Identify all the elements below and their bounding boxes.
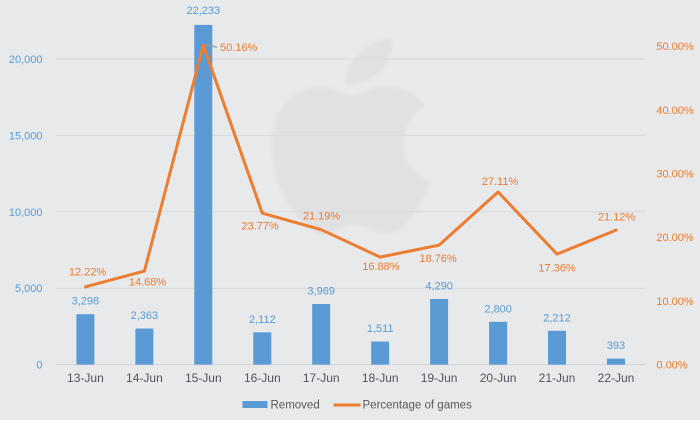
svg-text:22,233: 22,233 — [186, 5, 220, 17]
svg-text:12.22%: 12.22% — [69, 267, 107, 279]
svg-text:Removed: Removed — [271, 400, 320, 412]
svg-text:3,298: 3,298 — [72, 296, 100, 308]
svg-text:10,000: 10,000 — [9, 207, 43, 219]
svg-text:14.68%: 14.68% — [129, 277, 167, 289]
svg-text:5,000: 5,000 — [15, 283, 43, 295]
svg-text:20,000: 20,000 — [9, 54, 43, 66]
svg-text:13-Jun: 13-Jun — [67, 371, 104, 385]
svg-text:18-Jun: 18-Jun — [362, 371, 399, 385]
svg-text:Percentage of games: Percentage of games — [363, 400, 473, 412]
svg-text:27.11%: 27.11% — [482, 176, 519, 188]
svg-text:1,511: 1,511 — [367, 323, 394, 335]
svg-text:40.00%: 40.00% — [656, 105, 694, 117]
svg-text:393: 393 — [607, 340, 625, 352]
svg-text:16-Jun: 16-Jun — [244, 371, 281, 385]
svg-text:20.00%: 20.00% — [656, 232, 694, 244]
svg-text:21.19%: 21.19% — [303, 211, 341, 223]
svg-text:14-Jun: 14-Jun — [126, 371, 163, 385]
svg-text:21.12%: 21.12% — [598, 212, 636, 224]
svg-text:50.00%: 50.00% — [656, 41, 694, 53]
svg-text:18.76%: 18.76% — [419, 253, 457, 265]
svg-text:15-Jun: 15-Jun — [185, 371, 222, 385]
svg-text:0: 0 — [36, 360, 42, 372]
svg-text:15,000: 15,000 — [9, 130, 43, 142]
svg-text:2,363: 2,363 — [131, 310, 159, 322]
svg-text:22-Jun: 22-Jun — [598, 371, 635, 385]
svg-text:0.00%: 0.00% — [656, 360, 687, 372]
svg-text:4,290: 4,290 — [425, 281, 453, 293]
svg-text:2,800: 2,800 — [484, 303, 512, 315]
svg-text:3,969: 3,969 — [307, 286, 335, 298]
svg-text:17.36%: 17.36% — [538, 263, 576, 275]
svg-text:2,112: 2,112 — [249, 314, 276, 326]
svg-text:2,212: 2,212 — [543, 312, 571, 324]
svg-text:21-Jun: 21-Jun — [539, 371, 576, 385]
svg-text:16.88%: 16.88% — [362, 261, 400, 273]
svg-text:20-Jun: 20-Jun — [480, 371, 517, 385]
svg-text:23.77%: 23.77% — [241, 220, 279, 232]
svg-text:19-Jun: 19-Jun — [421, 371, 458, 385]
svg-text:50.16%: 50.16% — [220, 42, 258, 54]
svg-text:17-Jun: 17-Jun — [303, 371, 340, 385]
svg-text:30.00%: 30.00% — [656, 169, 694, 181]
svg-text:10.00%: 10.00% — [656, 296, 694, 308]
